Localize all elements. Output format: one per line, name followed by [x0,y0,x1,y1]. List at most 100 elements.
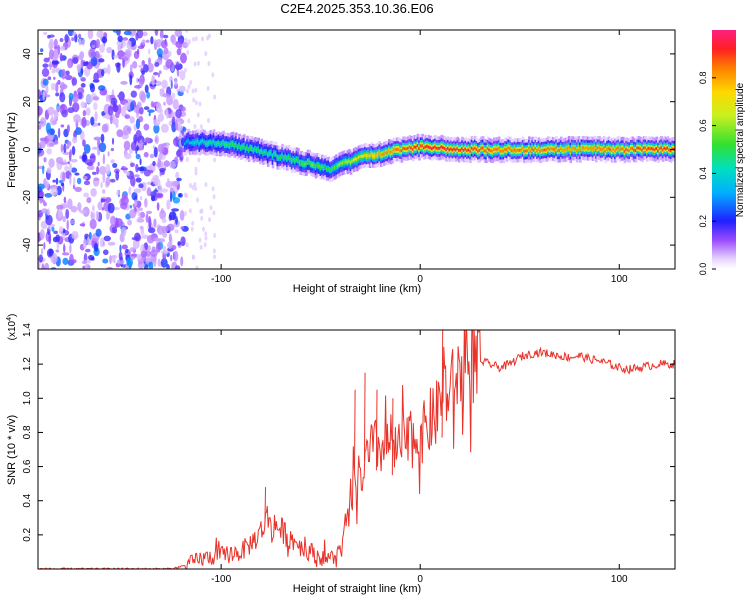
ridge-cell [650,147,654,150]
noise-cell [83,192,90,198]
noise-cell [172,98,179,110]
ridge-cell [590,146,593,150]
noise-cell [38,254,43,263]
noise-cell [94,50,100,59]
ridge-cell [464,147,467,151]
noise-cell [80,83,86,88]
noise-cell [41,265,46,269]
noise-cell [204,51,208,57]
noise-cell [133,188,142,194]
ridge-cell [184,142,187,146]
noise-cell [80,77,86,82]
snr-ytick-label: 0.4 [22,493,33,507]
ridge-cell [400,149,404,153]
noise-cell [172,180,179,187]
noise-cell [77,91,83,100]
ridge-cell [290,159,294,163]
noise-cell [147,109,155,113]
noise-cell [136,112,140,119]
ridge-cell [231,142,235,146]
ridge-cell [246,146,249,150]
noise-cell [70,205,78,213]
noise-cell [174,30,183,38]
noise-cell [95,38,101,49]
noise-cell [48,142,55,147]
noise-cell [42,63,49,68]
noise-cell [81,116,87,128]
ridge-cell [394,148,397,152]
noise-cell [43,31,48,36]
noise-cell [39,48,44,53]
noise-cell [97,201,103,211]
noise-cell [60,81,66,91]
noise-cell [88,48,95,59]
noise-cell [56,106,61,112]
ridge-cell [379,153,383,157]
ridge-cell [618,148,622,152]
ridge-cell [598,146,601,150]
ridge-cell [555,146,558,150]
ridge-cell [349,161,353,165]
ridge-cell [577,146,581,150]
ridge-cell [596,146,600,150]
noise-cell [136,77,139,84]
noise-cell [44,193,53,198]
ridge-cell [212,139,216,143]
noise-cell [123,140,131,151]
noise-cell [38,124,42,130]
noise-cell [176,48,182,56]
ridge-cell [198,142,202,145]
noise-cell [130,141,138,151]
noise-cell [129,209,137,219]
ridge-cell [459,148,463,152]
noise-cell [43,57,50,63]
ridge-cell [293,159,297,163]
noise-cell [185,157,189,163]
noise-cell [65,70,70,76]
noise-cell [155,192,164,199]
ridge-cell [281,154,284,158]
noise-cell [191,254,195,260]
noise-cell [69,174,72,186]
noise-cell [84,264,91,269]
noise-cell [163,101,166,106]
noise-cell [206,118,210,124]
snr-frame [37,329,676,570]
snr-plot-area [38,330,675,569]
noise-cell [113,54,119,59]
noise-cell [105,197,112,203]
noise-cell [183,211,187,217]
noise-cell [90,211,94,220]
noise-cell [76,63,81,73]
ridge-cell [537,147,541,151]
noise-cell [192,36,196,42]
noise-cell [85,248,91,253]
noise-cell [170,80,173,90]
colorbar-tick-label: 0.0 [698,263,708,276]
noise-cell [106,46,113,54]
noise-cell [116,190,120,196]
ridge-cell [639,147,643,151]
ridge-cell [633,148,636,152]
ridge-cell [190,141,194,145]
ridge-cell [606,147,609,151]
spectrogram-xlabel: Height of straight line (km) [293,283,421,295]
ridge-cell [575,149,579,152]
noise-cell [156,48,163,57]
noise-cell [138,139,144,151]
noise-cell [81,260,87,265]
noise-cell [100,181,103,189]
noise-cell [155,242,161,253]
noise-cell [175,61,180,71]
ridge-cell [489,149,493,153]
noise-cell [90,83,96,93]
noise-cell [111,226,116,234]
noise-cell [64,74,73,81]
noise-cell [126,171,130,176]
noise-cell [102,153,106,165]
noise-cell [162,245,167,255]
ridge-cell [553,148,557,152]
noise-cell [128,186,132,195]
ridge-cell [440,145,444,149]
noise-cell [63,143,67,153]
